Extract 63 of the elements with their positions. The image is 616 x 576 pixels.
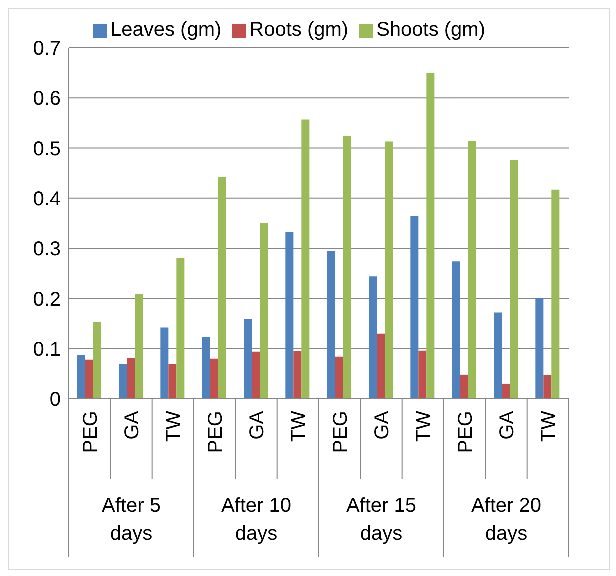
bar bbox=[452, 262, 460, 399]
bar bbox=[127, 358, 135, 399]
x-tick-label: TW bbox=[163, 410, 186, 442]
x-tick-label: PEG bbox=[330, 411, 352, 454]
bar bbox=[552, 190, 560, 399]
bar bbox=[460, 374, 468, 399]
bar bbox=[327, 251, 336, 399]
legend-label: Leaves (gm) bbox=[110, 19, 222, 41]
bar bbox=[93, 322, 102, 399]
y-tick-label: 0.1 bbox=[33, 338, 61, 361]
bar bbox=[369, 276, 377, 399]
bar bbox=[343, 136, 352, 399]
bar bbox=[377, 334, 385, 399]
legend-label: Shoots (gm) bbox=[376, 19, 486, 41]
bar bbox=[135, 294, 143, 399]
bar bbox=[286, 232, 294, 399]
bar bbox=[294, 351, 302, 399]
bar bbox=[252, 352, 260, 399]
bar bbox=[544, 375, 552, 399]
y-tick-label: 0.2 bbox=[33, 288, 61, 311]
y-tick-label: 0.4 bbox=[33, 188, 61, 211]
bar bbox=[160, 328, 169, 399]
y-tick-label: 0.7 bbox=[33, 38, 61, 60]
y-tick-label: 0.6 bbox=[33, 88, 61, 110]
bar bbox=[119, 364, 127, 399]
x-tick-label: GA bbox=[372, 410, 394, 440]
y-tick-label: 0 bbox=[50, 389, 61, 412]
x-tick-label: PEG bbox=[454, 411, 477, 454]
legend-label: Roots (gm) bbox=[250, 19, 349, 41]
bar bbox=[85, 360, 94, 399]
bar bbox=[202, 337, 210, 399]
text: After 15 days bbox=[346, 495, 417, 545]
bar bbox=[77, 355, 86, 399]
bar bbox=[468, 141, 476, 399]
bar bbox=[260, 224, 268, 399]
text: After 20 days bbox=[471, 495, 542, 545]
bar bbox=[210, 358, 218, 399]
x-tick-label: GA bbox=[246, 410, 268, 440]
bar bbox=[218, 177, 226, 399]
bar bbox=[494, 312, 502, 399]
bar bbox=[168, 364, 177, 399]
bar bbox=[335, 356, 344, 399]
x-tick-label: GA bbox=[496, 410, 518, 440]
bar bbox=[510, 160, 518, 399]
x-tick-label: GA bbox=[122, 410, 144, 440]
bar bbox=[536, 298, 544, 399]
x-tick-label: PEG bbox=[204, 411, 227, 454]
x-tick-label: TW bbox=[538, 410, 560, 442]
bar bbox=[410, 216, 419, 399]
bar bbox=[426, 73, 435, 399]
x-tick-label: TW bbox=[413, 410, 436, 442]
bar bbox=[244, 319, 252, 399]
bar bbox=[385, 142, 393, 399]
bar bbox=[176, 258, 185, 399]
text: After 5 days bbox=[102, 495, 161, 545]
x-tick-label: TW bbox=[288, 410, 310, 442]
x-tick-label: PEG bbox=[80, 411, 102, 454]
text: After 10 days bbox=[221, 495, 292, 545]
y-tick-label: 0.3 bbox=[33, 238, 61, 261]
bar bbox=[418, 350, 427, 399]
bar bbox=[302, 120, 310, 399]
bar bbox=[502, 384, 510, 399]
y-tick-label: 0.5 bbox=[33, 138, 61, 160]
